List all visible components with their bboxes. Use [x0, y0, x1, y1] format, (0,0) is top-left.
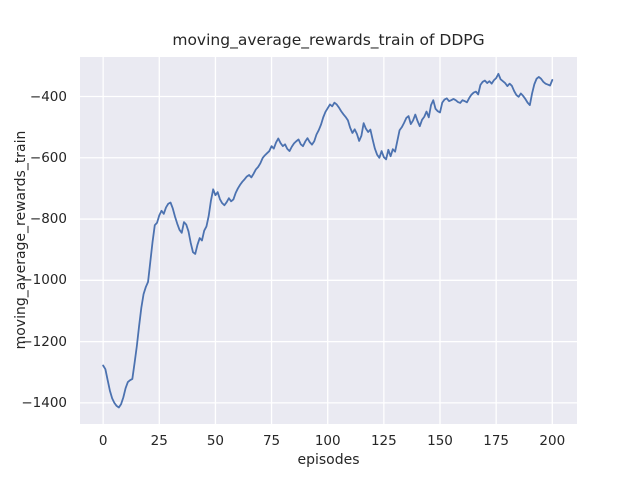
x-tick-label: 200: [539, 433, 566, 449]
x-tick-label: 25: [150, 433, 168, 449]
y-tick-label: −1000: [21, 272, 67, 289]
y-tick-label: −400: [29, 88, 67, 105]
chart-title: moving_average_rewards_train of DDPG: [172, 31, 485, 49]
x-tick-label: 150: [427, 433, 453, 449]
gridlines: [80, 57, 577, 424]
y-tick-label: −800: [29, 211, 67, 228]
plot-svg: [80, 57, 577, 424]
x-tick-label: 100: [314, 433, 341, 449]
reward-line-series: [102, 72, 554, 409]
y-tick-label: −1200: [21, 333, 67, 350]
x-tick-label: 125: [370, 433, 397, 449]
x-tick-label: 50: [206, 433, 225, 449]
x-tick-label: 75: [262, 433, 281, 449]
x-tick-label: 175: [483, 433, 510, 449]
plot-area: [80, 57, 577, 424]
x-axis-label: episodes: [297, 452, 360, 468]
y-tick-label: −600: [29, 149, 67, 166]
x-tick-label: 0: [98, 433, 108, 449]
y-tick-label: −1400: [21, 394, 67, 411]
